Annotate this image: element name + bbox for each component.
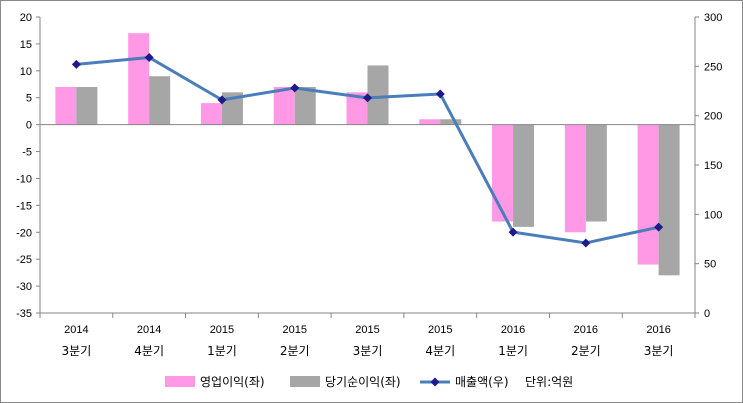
legend-unit-note: 단위:억원 <box>525 375 573 389</box>
right-tick-label: 100 <box>704 209 722 221</box>
net-income-bar <box>513 124 535 227</box>
revenue-marker <box>144 52 154 62</box>
x-label-year: 2014 <box>137 324 161 336</box>
net-income-bar <box>294 86 316 125</box>
left-tick-label: 0 <box>26 120 32 132</box>
legend-swatch-operating-profit <box>165 376 195 387</box>
right-tick-label: 0 <box>704 308 710 320</box>
left-tick-label: -35 <box>16 308 32 320</box>
legend-label-net-income: 당기순이익(좌) <box>325 375 401 389</box>
x-label-quarter: 2분기 <box>571 344 601 358</box>
operating-profit-bar <box>564 124 586 233</box>
revenue-marker <box>581 238 591 248</box>
net-income-bar <box>440 119 462 125</box>
operating-profit-bar <box>200 103 222 125</box>
left-tick-label: 10 <box>20 66 32 78</box>
revenue-marker <box>290 83 300 93</box>
x-label-year: 2015 <box>282 324 306 336</box>
left-tick-label: -5 <box>22 147 32 159</box>
right-tick-label: 250 <box>704 61 722 73</box>
operating-profit-bar <box>346 92 368 125</box>
left-tick-label: 15 <box>20 39 32 51</box>
left-tick-label: -10 <box>16 173 32 185</box>
x-label-year: 2015 <box>355 324 379 336</box>
x-label-quarter: 1분기 <box>498 344 528 358</box>
operating-profit-bar <box>128 33 150 125</box>
right-tick-label: 50 <box>704 259 716 271</box>
net-income-bar <box>367 65 389 125</box>
left-tick-label: -30 <box>16 281 32 293</box>
net-income-bar <box>149 76 171 125</box>
left-tick-label: 20 <box>20 12 32 24</box>
net-income-bar <box>76 86 98 125</box>
x-label-quarter: 2분기 <box>280 344 310 358</box>
right-tick-label: 150 <box>704 160 722 172</box>
right-tick-label: 300 <box>704 12 722 24</box>
legend-swatch-net-income <box>290 376 320 387</box>
operating-profit-bar <box>492 124 514 222</box>
legend: 영업이익(좌) 당기순이익(좌) 매출액(우) 단위:억원 <box>165 375 573 389</box>
line-series <box>71 52 664 248</box>
revenue-marker <box>654 222 664 232</box>
operating-profit-bar <box>419 119 441 125</box>
x-axis-labels: 2014 3분기 2014 4분기 2015 1분기 2015 2분기 2015 3분기 2015 4… <box>62 324 674 358</box>
x-label-quarter: 1분기 <box>207 344 237 358</box>
x-label-year: 2016 <box>501 324 525 336</box>
revenue-marker <box>435 89 445 99</box>
x-label-quarter: 3분기 <box>644 344 674 358</box>
x-label-year: 2016 <box>646 324 670 336</box>
operating-profit-bar <box>273 86 295 125</box>
x-label-year: 2015 <box>210 324 234 336</box>
x-label-quarter: 4분기 <box>134 344 164 358</box>
operating-profit-bar <box>637 124 659 265</box>
x-label-quarter: 3분기 <box>353 344 383 358</box>
left-tick-label: 5 <box>26 93 32 105</box>
left-tick-label: -25 <box>16 254 32 266</box>
x-label-year: 2016 <box>574 324 598 336</box>
revenue-marker <box>363 93 372 103</box>
revenue-marker <box>217 95 227 105</box>
x-label-year: 2014 <box>64 324 88 336</box>
net-income-bar <box>585 124 607 222</box>
axes: -35-30-25-20-15-10-505101520050100150200… <box>16 12 722 320</box>
revenue-marker <box>508 227 518 237</box>
right-tick-label: 200 <box>704 111 722 123</box>
left-tick-label: -20 <box>16 227 32 239</box>
x-label-quarter: 4분기 <box>425 344 455 358</box>
operating-profit-bar <box>55 86 77 125</box>
net-income-bar <box>658 124 680 276</box>
legend-label-revenue: 매출액(우) <box>455 375 509 389</box>
left-tick-label: -15 <box>16 200 32 212</box>
x-label-quarter: 3분기 <box>62 344 92 358</box>
legend-label-operating-profit: 영업이익(좌) <box>200 375 265 389</box>
legend-swatch-revenue-marker <box>430 377 440 387</box>
x-label-year: 2015 <box>428 324 452 336</box>
bars <box>55 33 680 276</box>
revenue-marker <box>71 59 81 69</box>
